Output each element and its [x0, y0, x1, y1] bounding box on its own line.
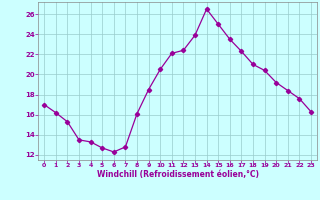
X-axis label: Windchill (Refroidissement éolien,°C): Windchill (Refroidissement éolien,°C) [97, 170, 259, 179]
